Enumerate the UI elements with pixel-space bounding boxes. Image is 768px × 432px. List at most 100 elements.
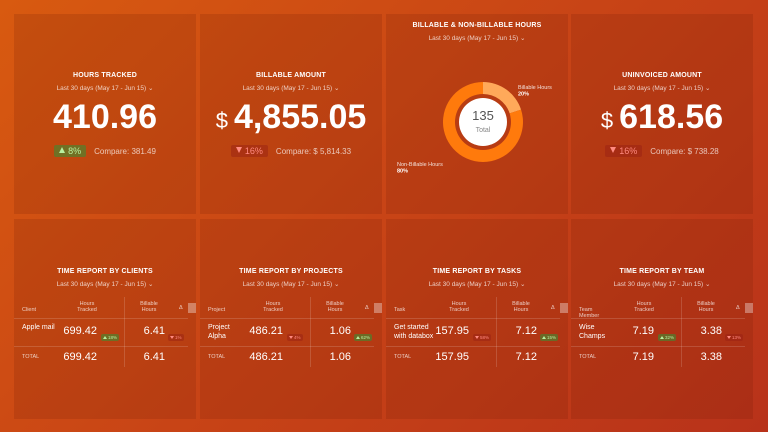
- col-header: Δ: [179, 305, 183, 311]
- divider: [386, 346, 560, 347]
- total-label: TOTAL: [208, 354, 226, 360]
- change-arrow: [235, 147, 242, 153]
- card: BILLABLE AMOUNT Last 30 days (May 17 - Ju…: [200, 14, 382, 214]
- compare-row: 16% Compare: $ 738.28: [571, 141, 753, 159]
- change-arrow: [59, 147, 66, 153]
- hours: 157.95: [435, 325, 469, 337]
- total-label: TOTAL: [579, 354, 597, 360]
- card: UNINVOICED AMOUNT Last 30 days (May 17 - …: [571, 14, 753, 214]
- kpi-value: 410.96: [14, 98, 196, 137]
- date-range[interactable]: Last 30 days (May 17 - Jun 15) ⌄: [242, 281, 340, 288]
- divider: [310, 297, 311, 367]
- widget-title: TIME REPORT BY PROJECTS: [239, 268, 343, 275]
- col-header: Team Member: [579, 307, 600, 319]
- card: TIME REPORT BY CLIENTS Last 30 days (May …: [14, 219, 196, 419]
- change-badge: 8%: [54, 145, 87, 157]
- change-value: 1%: [175, 335, 182, 340]
- amount: 410.96: [53, 98, 157, 136]
- card: TIME REPORT BY TASKS Last 30 days (May 17…: [386, 219, 568, 419]
- scroll-button[interactable]: [374, 303, 382, 313]
- widget-title: BILLABLE AMOUNT: [255, 72, 326, 79]
- amount: 4,855.05: [233, 98, 367, 136]
- col-header: Hours Tracked: [449, 301, 469, 313]
- change-badge: 62%: [354, 334, 373, 341]
- amount: 618.56: [619, 98, 724, 136]
- billable: 6.41: [143, 325, 165, 337]
- compare-row: 8% Compare: 381.49: [14, 141, 196, 159]
- change-badge: 16%: [230, 145, 268, 157]
- hours: 699.42: [63, 325, 97, 337]
- date-range[interactable]: Last 30 days (May 17 - Jun 15) ⌄: [242, 85, 340, 92]
- date-range[interactable]: Last 30 days (May 17 - Jun 15) ⌄: [56, 85, 154, 92]
- scroll-button[interactable]: [188, 303, 196, 313]
- divider: [681, 297, 682, 367]
- scroll-button[interactable]: [560, 303, 568, 313]
- col-header: Billable Hours: [326, 301, 344, 313]
- change-badge: 13%: [725, 334, 744, 341]
- change-arrow: [727, 336, 731, 339]
- kpi-value: $618.56: [571, 98, 753, 137]
- divider: [386, 318, 560, 319]
- col-header: Δ: [736, 305, 740, 311]
- change-arrow: [660, 336, 664, 339]
- date-range[interactable]: Last 30 days (May 17 - Jun 15) ⌄: [56, 281, 154, 288]
- change-arrow: [103, 336, 107, 339]
- widget-title: UNINVOICED AMOUNT: [622, 72, 702, 79]
- divider: [571, 318, 745, 319]
- col-header: Hours Tracked: [634, 301, 654, 313]
- col-header: Billable Hours: [512, 301, 530, 313]
- total-label: TOTAL: [394, 354, 412, 360]
- change-badge: 16%: [605, 145, 643, 157]
- card: BILLABLE & NON-BILLABLE HOURS Last 30 day…: [386, 14, 568, 214]
- compare-row: 16% Compare: $ 5,814.33: [200, 141, 382, 159]
- total-label: TOTAL: [22, 354, 40, 360]
- billable-badge-wrap: 13%: [725, 326, 744, 344]
- col-header: Task: [394, 307, 406, 313]
- compare: Compare: $ 738.28: [650, 147, 719, 156]
- card: TIME REPORT BY PROJECTS Last 30 days (May…: [200, 219, 382, 419]
- widget-title: HOURS TRACKED: [72, 72, 138, 79]
- row-name: Get started with databox: [394, 324, 434, 340]
- scroll-button[interactable]: [745, 303, 753, 313]
- total-billable: 1.06: [329, 351, 351, 363]
- hours: 486.21: [249, 325, 283, 337]
- col-header: Hours Tracked: [77, 301, 97, 313]
- billable-badge-wrap: 15%: [540, 326, 559, 344]
- row-name: Wise Champs: [579, 324, 606, 340]
- hours: 7.19: [632, 325, 654, 337]
- change-arrow: [170, 336, 174, 339]
- widget-title: BILLABLE & NON-BILLABLE HOURS: [412, 22, 542, 29]
- change-badge: 18%: [101, 334, 120, 341]
- change-value: 13%: [732, 335, 742, 340]
- change-arrow: [475, 336, 479, 339]
- divider: [14, 346, 188, 347]
- hours-badge-wrap: 32%: [658, 326, 677, 344]
- change-badge: 15%: [540, 334, 559, 341]
- total-billable: 3.38: [700, 351, 722, 363]
- date-range[interactable]: Last 30 days (May 17 - Jun 15) ⌄: [613, 281, 711, 288]
- row-name: Apple mail: [22, 324, 55, 331]
- change-arrow: [610, 147, 617, 153]
- billable-badge-wrap: 1%: [168, 326, 184, 344]
- date-range[interactable]: Last 30 days (May 17 - Jun 15) ⌄: [613, 85, 711, 92]
- change-badge: 1%: [168, 334, 184, 341]
- divider: [200, 346, 374, 347]
- divider: [496, 297, 497, 367]
- change-arrow: [289, 336, 293, 339]
- change-arrow: [356, 336, 360, 339]
- hours-badge-wrap: 18%: [101, 326, 120, 344]
- billable-badge-wrap: 62%: [354, 326, 373, 344]
- widget-title: TIME REPORT BY TASKS: [432, 268, 522, 275]
- date-range[interactable]: Last 30 days (May 17 - Jun 15) ⌄: [428, 281, 526, 288]
- change-value: 32%: [665, 335, 675, 340]
- change-badge: 32%: [658, 334, 677, 341]
- change-value: 18%: [108, 335, 118, 340]
- change-value: 58%: [480, 335, 490, 340]
- compare: Compare: $ 5,814.33: [275, 147, 352, 156]
- total-hours: 157.95: [435, 351, 469, 363]
- change-value: 8%: [68, 146, 82, 156]
- date-range[interactable]: Last 30 days (May 17 - Jun 15) ⌄: [428, 35, 526, 42]
- widget-title: TIME REPORT BY CLIENTS: [57, 268, 153, 275]
- card: HOURS TRACKED Last 30 days (May 17 - Jun …: [14, 14, 196, 214]
- change-value: 15%: [547, 335, 557, 340]
